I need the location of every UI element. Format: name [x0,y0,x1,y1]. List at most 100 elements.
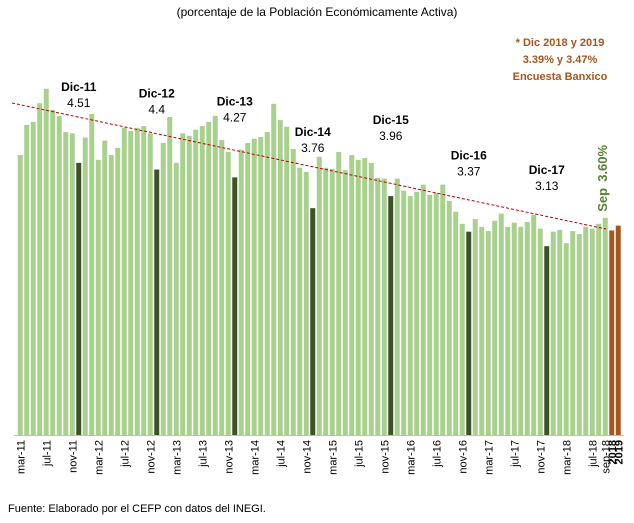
bar [557,229,563,435]
bar [362,158,368,435]
x-tick-label: jul-14 [275,440,287,468]
x-tick-label: jul-18 [587,440,599,468]
bar [563,243,569,435]
bar [303,171,309,436]
data-label: 3.60% [595,144,610,181]
x-tick-label: nov-11 [67,440,79,473]
bar [277,120,283,435]
bar [76,162,82,435]
bar [609,230,615,435]
data-label: 3.96 [379,129,403,143]
bar [50,109,56,435]
bar [258,136,264,435]
x-tick-label: nov-16 [457,440,469,474]
data-label: 4.27 [223,110,247,124]
bar [414,191,420,435]
x-tick-label: jul-12 [119,440,131,468]
annotation: Encuesta Banxico [513,71,608,83]
bar [394,178,400,436]
annotation: 3.39% y 3.47% [523,54,598,66]
bar [264,132,270,436]
bar [466,231,472,435]
bar [407,196,413,435]
bar [401,190,407,435]
bar [381,178,387,436]
x-tick-label: 2018 [607,440,619,464]
data-label: 4.4 [148,103,165,117]
bar [271,103,277,436]
x-tick-label: mar-18 [561,440,573,475]
bar [349,155,355,435]
x-tick-label: jul-11 [41,440,53,467]
bar [115,147,121,435]
bar [297,167,303,435]
x-tick-label: mar-16 [405,440,417,475]
plot-area [17,88,621,436]
bar [37,103,43,436]
x-tick-label: mar-11 [15,440,27,474]
point-label: Dic-16 [451,149,487,163]
bar [329,168,335,435]
bar [615,225,621,435]
bar [219,139,225,435]
bar [95,159,101,435]
bar [121,127,127,436]
point-label: Dic-17 [529,163,565,177]
bar [251,138,257,435]
trend-line [11,102,607,230]
bar [284,126,290,436]
bar [323,167,329,435]
bar [102,140,108,435]
bar [180,133,186,436]
bar [141,126,147,436]
labels: mar-11 jul-11 nov-11 Dic-11 4.51 mar-12 jul-12… [15,80,625,475]
annotation: * Dic 2018 y 2019 [516,37,605,49]
bar [518,226,524,435]
bar [505,226,511,435]
x-tick-label: nov-15 [379,440,391,474]
x-tick-label: nov-13 [223,440,235,474]
point-label: Dic-12 [139,87,175,101]
bar [375,177,381,436]
bar [446,200,452,435]
x-tick-label: nov-14 [301,440,313,474]
chart-title: (porcentaje de la Población Económicamen… [177,5,458,19]
bar [433,193,439,435]
data-label: 4.51 [67,96,91,110]
bar [245,142,251,435]
bar [596,223,602,435]
x-tick-label: mar-12 [93,440,105,475]
bar [212,115,218,435]
bar [206,121,212,436]
x-tick-label: mar-13 [171,440,183,475]
bar [108,155,114,435]
bar [602,217,608,435]
bar [479,226,485,435]
bar [30,121,36,436]
bar [524,222,530,435]
bar [570,231,576,435]
bar [589,228,595,435]
bar [440,184,446,435]
bar [160,142,166,435]
bar [69,133,75,436]
bar [511,222,517,435]
bar [368,162,374,435]
bar [355,159,361,435]
x-tick-label: nov-12 [145,440,157,474]
bar [459,223,465,435]
bar [43,88,49,435]
bar [336,152,342,435]
x-tick-label: jul-16 [431,440,443,468]
bar [316,156,322,435]
point-label: Dic-11 [61,80,97,94]
bar [453,211,459,435]
x-tick-label: sep-18 [600,440,612,474]
bar [531,214,537,435]
bar [238,149,244,435]
bar [186,135,192,435]
bar [167,117,173,435]
x-tick-label: jul-13 [197,440,209,468]
bar [290,149,296,435]
